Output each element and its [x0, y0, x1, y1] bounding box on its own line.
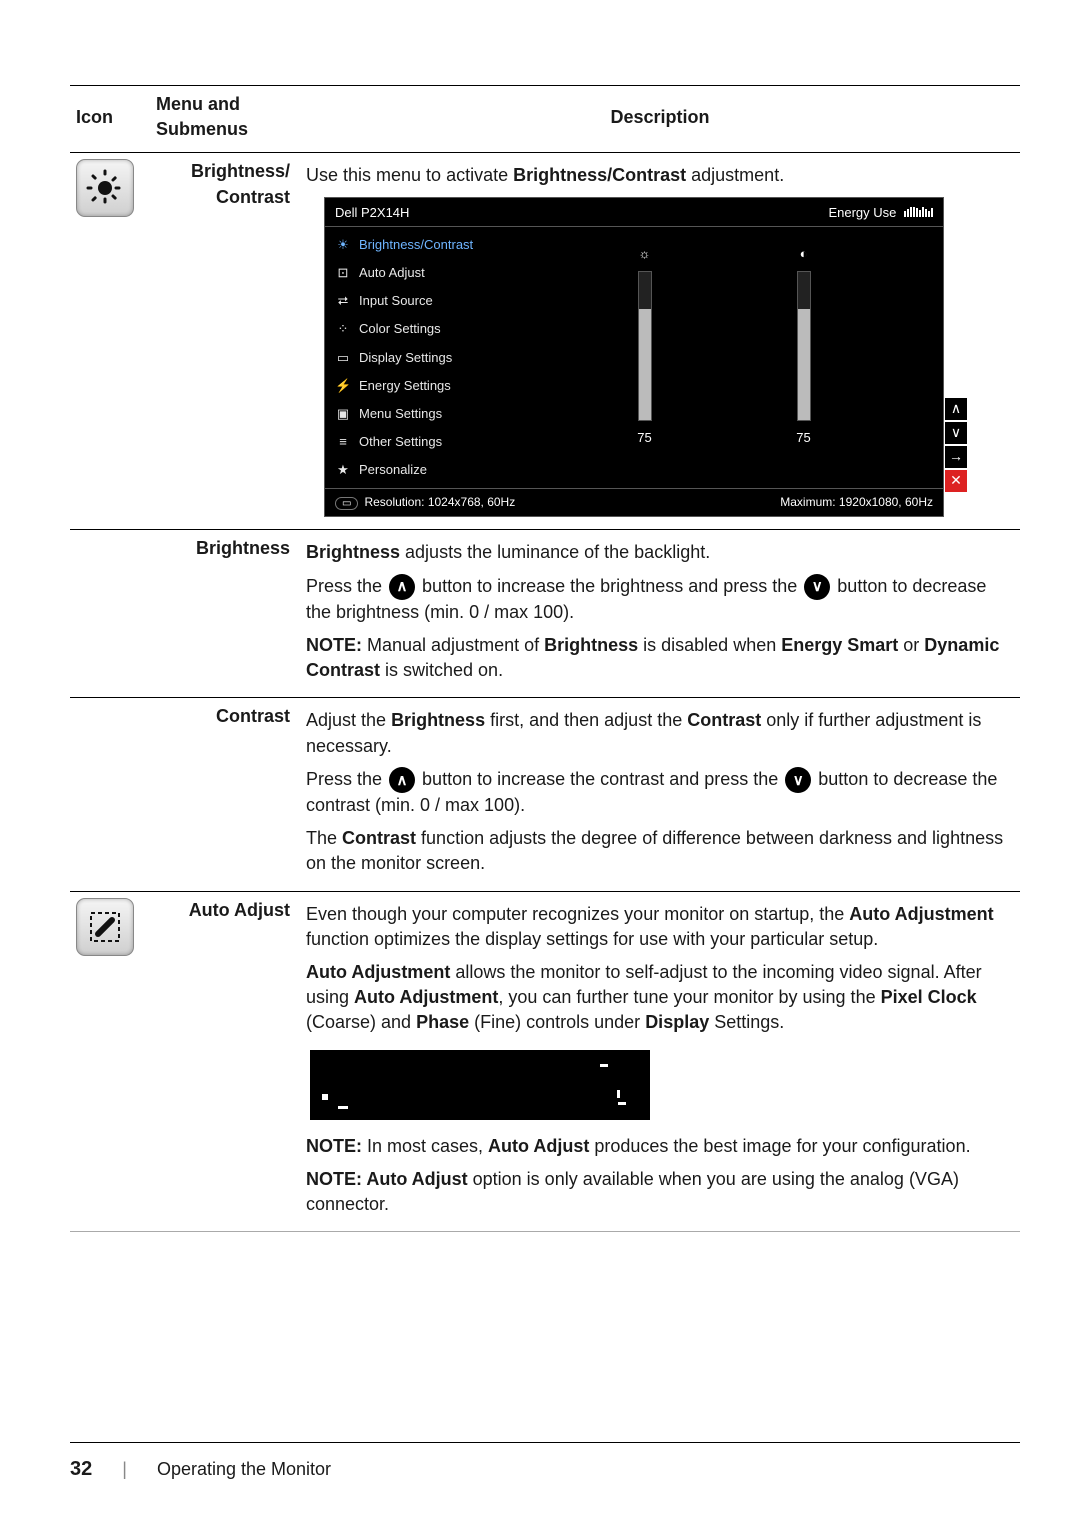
osd-item-other: ≡Other Settings [325, 428, 535, 456]
label-contrast: Contrast [150, 698, 300, 891]
osd-item-menu: ▣Menu Settings [325, 400, 535, 428]
brightness-value: 75 [637, 429, 651, 447]
energy-icon: ⚡ [335, 377, 351, 395]
menu-icon: ▣ [335, 405, 351, 423]
osd-item-display: ▭Display Settings [325, 344, 535, 372]
brightness-icon [76, 159, 134, 217]
auto-adjust-icon [76, 898, 134, 956]
bc-intro: Use this menu to activate Brightness/Con… [306, 163, 1014, 188]
page-footer: 32 | Operating the Monitor [70, 1442, 1020, 1483]
chevron-up-icon: ∧ [389, 574, 415, 600]
header-icon: Icon [70, 86, 150, 153]
osd-menu-list: ☀Brightness/Contrast ⊡Auto Adjust ⮂Input… [325, 227, 535, 489]
label-brightness: Brightness [150, 530, 300, 698]
osd-energy: Energy Use [828, 204, 933, 222]
osd-item-personalize: ★Personalize [325, 456, 535, 484]
brightness-note: NOTE: Manual adjustment of Brightness is… [306, 633, 1014, 683]
row-brightness-contrast: Brightness/ Contrast Use this menu to ac… [70, 153, 1020, 530]
auto-p2: Auto Adjustment allows the monitor to se… [306, 960, 1014, 1036]
star-icon: ★ [335, 461, 351, 479]
row-auto-adjust: Auto Adjust Even though your computer re… [70, 891, 1020, 1232]
row-contrast: Contrast Adjust the Brightness first, an… [70, 698, 1020, 891]
header-desc: Description [300, 86, 1020, 153]
auto-p1: Even though your computer recognizes you… [306, 902, 1014, 952]
section-title: Operating the Monitor [157, 1457, 331, 1482]
osd-item-auto: ⊡Auto Adjust [325, 259, 535, 287]
nav-close-icon: ✕ [945, 470, 967, 492]
contrast-value: 75 [796, 429, 810, 447]
sun-icon: ☀ [335, 236, 351, 254]
brightness-p2: Press the ∧ button to increase the brigh… [306, 574, 1014, 625]
auto-note2: NOTE: Auto Adjust option is only availab… [306, 1167, 1014, 1217]
osd-item-input: ⮂Input Source [325, 287, 535, 315]
osd-item-color: ⁘Color Settings [325, 315, 535, 343]
osd-menu-table: Icon Menu and Submenus Description Br [70, 85, 1020, 1232]
brightness-p1: Brightness adjusts the luminance of the … [306, 540, 1014, 565]
osd-item-brightness: ☀Brightness/Contrast [325, 231, 535, 259]
energy-bars-icon [904, 207, 933, 217]
row-brightness: Brightness Brightness adjusts the lumina… [70, 530, 1020, 698]
chevron-down-icon: ∨ [785, 767, 811, 793]
sliders-icon: ≡ [335, 433, 351, 451]
display-icon: ▭ [335, 349, 351, 367]
palette-icon: ⁘ [335, 320, 351, 338]
input-icon: ⮂ [335, 292, 351, 310]
chevron-down-icon: ∨ [804, 574, 830, 600]
contrast-p3: The Contrast function adjusts the degree… [306, 826, 1014, 876]
auto-adjust-preview [310, 1050, 650, 1120]
osd-title: Dell P2X14H [335, 204, 409, 222]
contrast-slider-icon: ◐ [800, 245, 808, 263]
header-menu: Menu and Submenus [150, 86, 300, 153]
osd-resolution: ▭Resolution: 1024x768, 60Hz [335, 494, 515, 511]
osd-item-energy: ⚡Energy Settings [325, 372, 535, 400]
brightness-slider: ☼ 75 [637, 245, 651, 447]
auto-note1: NOTE: In most cases, Auto Adjust produce… [306, 1134, 1014, 1159]
nav-right-icon: → [945, 446, 967, 468]
osd-screenshot: Dell P2X14H Energy Use [324, 197, 944, 518]
contrast-p2: Press the ∧ button to increase the contr… [306, 767, 1014, 818]
page-number: 32 [70, 1455, 92, 1483]
header-row: Icon Menu and Submenus Description [70, 86, 1020, 153]
brightness-slider-icon: ☼ [639, 245, 651, 263]
osd-maximum: Maximum: 1920x1080, 60Hz [780, 494, 933, 511]
osd-sliders: ☼ 75 ◐ 75 [535, 227, 943, 489]
contrast-slider: ◐ 75 [796, 245, 810, 447]
label-brightness-contrast: Brightness/ Contrast [150, 153, 300, 530]
footer-divider: | [122, 1457, 127, 1482]
target-icon: ⊡ [335, 264, 351, 282]
label-auto-adjust: Auto Adjust [150, 891, 300, 1232]
contrast-p1: Adjust the Brightness first, and then ad… [306, 708, 1014, 758]
chevron-up-icon: ∧ [389, 767, 415, 793]
nav-up-icon: ∧ [945, 398, 967, 420]
nav-down-icon: ∨ [945, 422, 967, 444]
osd-nav-buttons: ∧ ∨ → ✕ [945, 398, 967, 492]
